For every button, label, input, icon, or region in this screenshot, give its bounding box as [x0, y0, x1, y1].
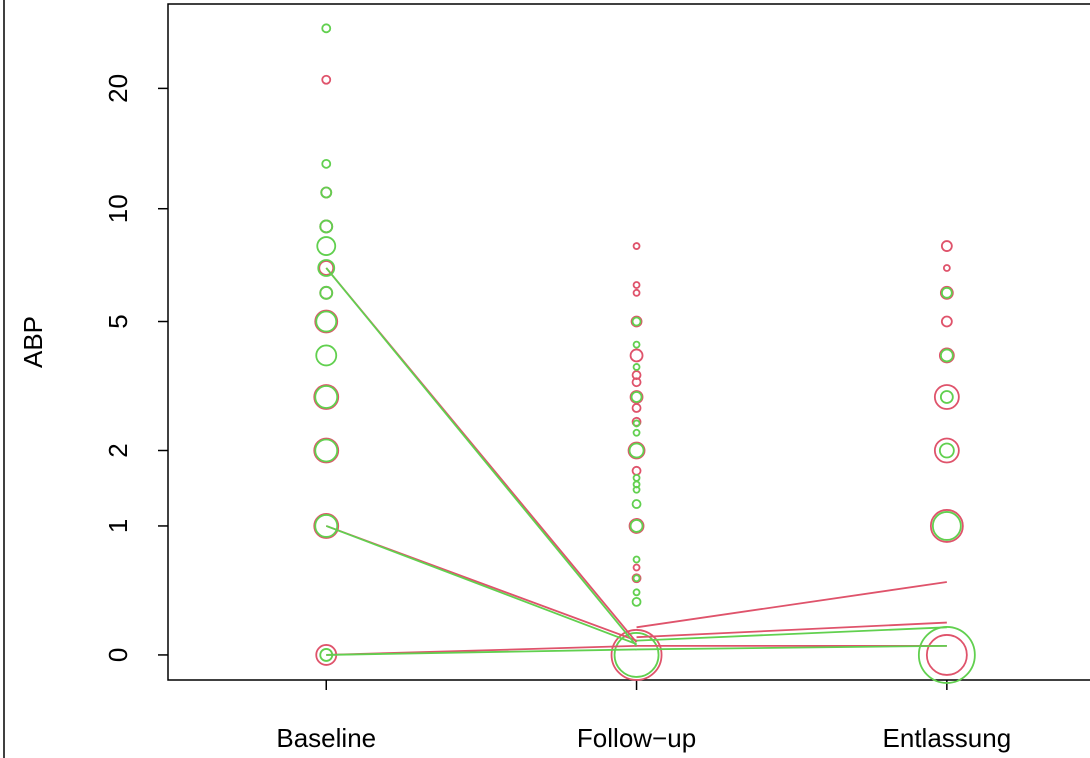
y-tick-label: 5 [103, 314, 133, 328]
bubble [632, 281, 641, 289]
bubble [631, 465, 642, 476]
bubble [631, 499, 642, 509]
bubble [629, 519, 644, 533]
bubble [940, 315, 953, 328]
bubble [940, 286, 953, 299]
bubble [313, 513, 340, 539]
bubble [938, 442, 955, 459]
bubble [314, 385, 339, 409]
bubble [632, 485, 641, 494]
y-tick-label: 1 [103, 519, 133, 533]
y-tick-label: 10 [103, 194, 133, 223]
bubble [318, 260, 335, 276]
bubble [931, 511, 962, 541]
trend-line [636, 644, 947, 651]
bubble [632, 340, 641, 349]
bubble [314, 514, 339, 538]
bubble [629, 348, 644, 363]
bubble [321, 74, 332, 85]
bubble [631, 596, 642, 607]
trend-line [636, 581, 947, 629]
bubble [632, 555, 641, 564]
bubble [939, 390, 954, 404]
trend-line [636, 621, 947, 639]
bubble [321, 158, 332, 169]
x-tick-label: Entlassung [883, 723, 1012, 753]
bubble [321, 23, 332, 34]
bubble [632, 242, 641, 250]
bubble [632, 473, 641, 482]
bubble [632, 419, 641, 428]
bubble [632, 563, 641, 572]
bubble [939, 348, 954, 363]
bubble [319, 219, 334, 234]
bubble [925, 634, 968, 676]
bubble [939, 285, 954, 300]
bubble [313, 437, 340, 464]
trend-line [636, 626, 947, 642]
x-tick-label: Baseline [276, 723, 376, 753]
bubble [315, 344, 338, 367]
bubble [631, 316, 642, 327]
bubble [632, 574, 641, 583]
bubble [933, 384, 960, 410]
bubble [320, 186, 333, 199]
bubble [316, 236, 337, 256]
y-tick-label: 2 [103, 443, 133, 457]
trend-line [326, 648, 637, 656]
bubble [627, 441, 646, 460]
bubble [610, 629, 663, 681]
bubble [631, 573, 642, 584]
bubble [929, 509, 964, 543]
plot-frame [167, 3, 1090, 681]
bubble [933, 437, 960, 464]
bubble [632, 588, 641, 597]
bubble [628, 442, 645, 459]
bubble [632, 428, 641, 437]
bubble [942, 264, 951, 272]
bubble [631, 403, 642, 413]
bubble [917, 626, 976, 684]
bubble [630, 315, 643, 328]
bubble [630, 391, 643, 403]
y-axis-label: ABP [18, 316, 48, 368]
bubble [613, 632, 660, 678]
bubble [632, 288, 641, 297]
bubble [313, 384, 340, 410]
x-tick-label: Follow−up [577, 723, 696, 753]
bubble [319, 285, 334, 300]
bubble [938, 347, 955, 364]
bubble [631, 377, 642, 388]
bubble [628, 518, 645, 534]
trend-line [325, 267, 638, 647]
bubble [632, 363, 641, 371]
y-tick-label: 0 [103, 648, 133, 662]
bubble [314, 309, 339, 334]
bubble [940, 240, 953, 252]
bubble [315, 310, 338, 333]
trend-line [325, 525, 637, 645]
y-tick-label: 20 [103, 74, 133, 103]
bubble [629, 390, 644, 404]
bubble [317, 259, 336, 277]
bubble [314, 438, 339, 463]
